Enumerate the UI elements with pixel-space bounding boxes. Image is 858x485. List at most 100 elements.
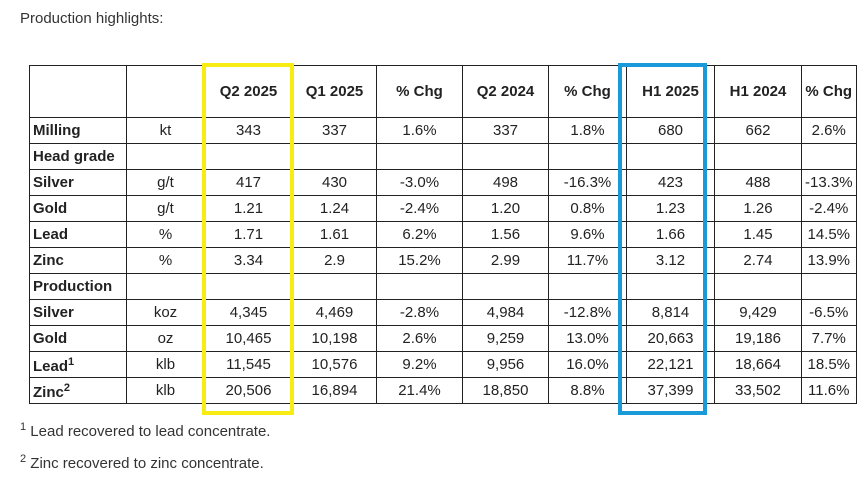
section-title: Production highlights: (20, 10, 164, 27)
value-cell: -3.0% (376, 169, 463, 196)
row-label-text: Milling (33, 121, 81, 139)
value-cell: -6.5% (801, 299, 857, 326)
table-row: Silver g/t 417 430 -3.0% 498 -16.3% 423 488 -13.3… (29, 169, 857, 196)
value-cell: 2.6% (376, 325, 463, 352)
value-cell (801, 143, 857, 170)
footnote-ref: 1 (68, 356, 75, 368)
value-cell: -2.4% (801, 195, 857, 222)
value-cell: 1.21 (204, 195, 293, 222)
row-label: Silver (29, 169, 127, 196)
value-cell: 1.23 (626, 195, 715, 222)
value-cell: 662 (714, 117, 802, 144)
value-cell: -16.3% (548, 169, 627, 196)
value-cell (462, 143, 549, 170)
value-cell (714, 273, 802, 300)
value-cell (626, 143, 715, 170)
value-cell: 1.24 (292, 195, 377, 222)
unit-cell (126, 273, 205, 300)
header-cell (126, 65, 205, 118)
unit-cell: klb (126, 377, 205, 404)
value-cell: 343 (204, 117, 293, 144)
header-cell: % Chg (376, 65, 463, 118)
production-table: Q2 2025 Q1 2025 % Chg Q2 2024 % Chg H1 2… (29, 65, 857, 404)
footnote-1: 1 Lead recovered to lead concentrate. (20, 421, 270, 440)
value-cell: 11.6% (801, 377, 857, 404)
value-cell: 9,956 (462, 351, 549, 378)
value-cell: -13.3% (801, 169, 857, 196)
value-cell: 18,850 (462, 377, 549, 404)
value-cell (801, 273, 857, 300)
header-cell: Q2 2025 (204, 65, 293, 118)
value-cell: 9.2% (376, 351, 463, 378)
value-cell: 417 (204, 169, 293, 196)
value-cell: 4,345 (204, 299, 293, 326)
header-cell: Q2 2024 (462, 65, 549, 118)
value-cell (376, 273, 463, 300)
value-cell (292, 143, 377, 170)
table-row: Production (29, 273, 857, 300)
value-cell: 680 (626, 117, 715, 144)
value-cell: 13.0% (548, 325, 627, 352)
footnote-ref: 2 (63, 382, 70, 394)
unit-cell: % (126, 221, 205, 248)
row-label: Lead1 (29, 351, 127, 378)
value-cell: 37,399 (626, 377, 715, 404)
table-row: Milling kt 343 337 1.6% 337 1.8% 680 662 2.6% (29, 117, 857, 144)
value-cell: 498 (462, 169, 549, 196)
value-cell: 21.4% (376, 377, 463, 404)
value-cell: -12.8% (548, 299, 627, 326)
row-label-text: Zinc (33, 251, 64, 269)
value-cell: 18.5% (801, 351, 857, 378)
value-cell: 16.0% (548, 351, 627, 378)
header-row: Q2 2025 Q1 2025 % Chg Q2 2024 % Chg H1 2… (29, 65, 857, 118)
unit-cell (126, 143, 205, 170)
value-cell: 1.45 (714, 221, 802, 248)
value-cell: 2.9 (292, 247, 377, 274)
row-label: Gold (29, 325, 127, 352)
value-cell: 6.2% (376, 221, 463, 248)
row-label-text: Silver (33, 173, 74, 191)
value-cell: 19,186 (714, 325, 802, 352)
footnote-text: Zinc recovered to zinc concentrate. (30, 455, 264, 472)
value-cell (292, 273, 377, 300)
table-row: Head grade (29, 143, 857, 170)
row-label: Milling (29, 117, 127, 144)
value-cell: 16,894 (292, 377, 377, 404)
header-cell: % Chg (548, 65, 627, 118)
value-cell: 33,502 (714, 377, 802, 404)
value-cell: 1.71 (204, 221, 293, 248)
unit-cell: koz (126, 299, 205, 326)
unit-cell: g/t (126, 169, 205, 196)
value-cell (548, 143, 627, 170)
value-cell: 20,506 (204, 377, 293, 404)
value-cell: 2.99 (462, 247, 549, 274)
value-cell: 1.66 (626, 221, 715, 248)
row-label-text: Lead (33, 225, 69, 243)
table-row: Zinc% 3.34 2.9 15.2% 2.99 11.7% 3.12 2.74 13.9% (29, 247, 857, 274)
unit-cell: kt (126, 117, 205, 144)
value-cell: 14.5% (801, 221, 857, 248)
value-cell: 0.8% (548, 195, 627, 222)
value-cell: 3.34 (204, 247, 293, 274)
value-cell: 11,545 (204, 351, 293, 378)
value-cell: 9.6% (548, 221, 627, 248)
value-cell (714, 143, 802, 170)
value-cell: 337 (292, 117, 377, 144)
value-cell: 10,465 (204, 325, 293, 352)
value-cell: 4,984 (462, 299, 549, 326)
value-cell: 1.8% (548, 117, 627, 144)
row-label-text: Zinc (33, 384, 64, 401)
row-label: Head grade (29, 143, 127, 170)
value-cell (462, 273, 549, 300)
value-cell: -2.8% (376, 299, 463, 326)
table-row: Zinc2 klb 20,506 16,894 21.4% 18,850 8.8% 37,39… (29, 377, 857, 404)
row-label: Gold (29, 195, 127, 222)
row-label: Zinc2 (29, 377, 127, 404)
row-label-text: Gold (33, 329, 68, 347)
row-label: Zinc (29, 247, 127, 274)
value-cell: 9,259 (462, 325, 549, 352)
value-cell: 22,121 (626, 351, 715, 378)
table-row: Silver koz 4,345 4,469 -2.8% 4,984 -12.8% 8,814… (29, 299, 857, 326)
value-cell (548, 273, 627, 300)
value-cell: 430 (292, 169, 377, 196)
